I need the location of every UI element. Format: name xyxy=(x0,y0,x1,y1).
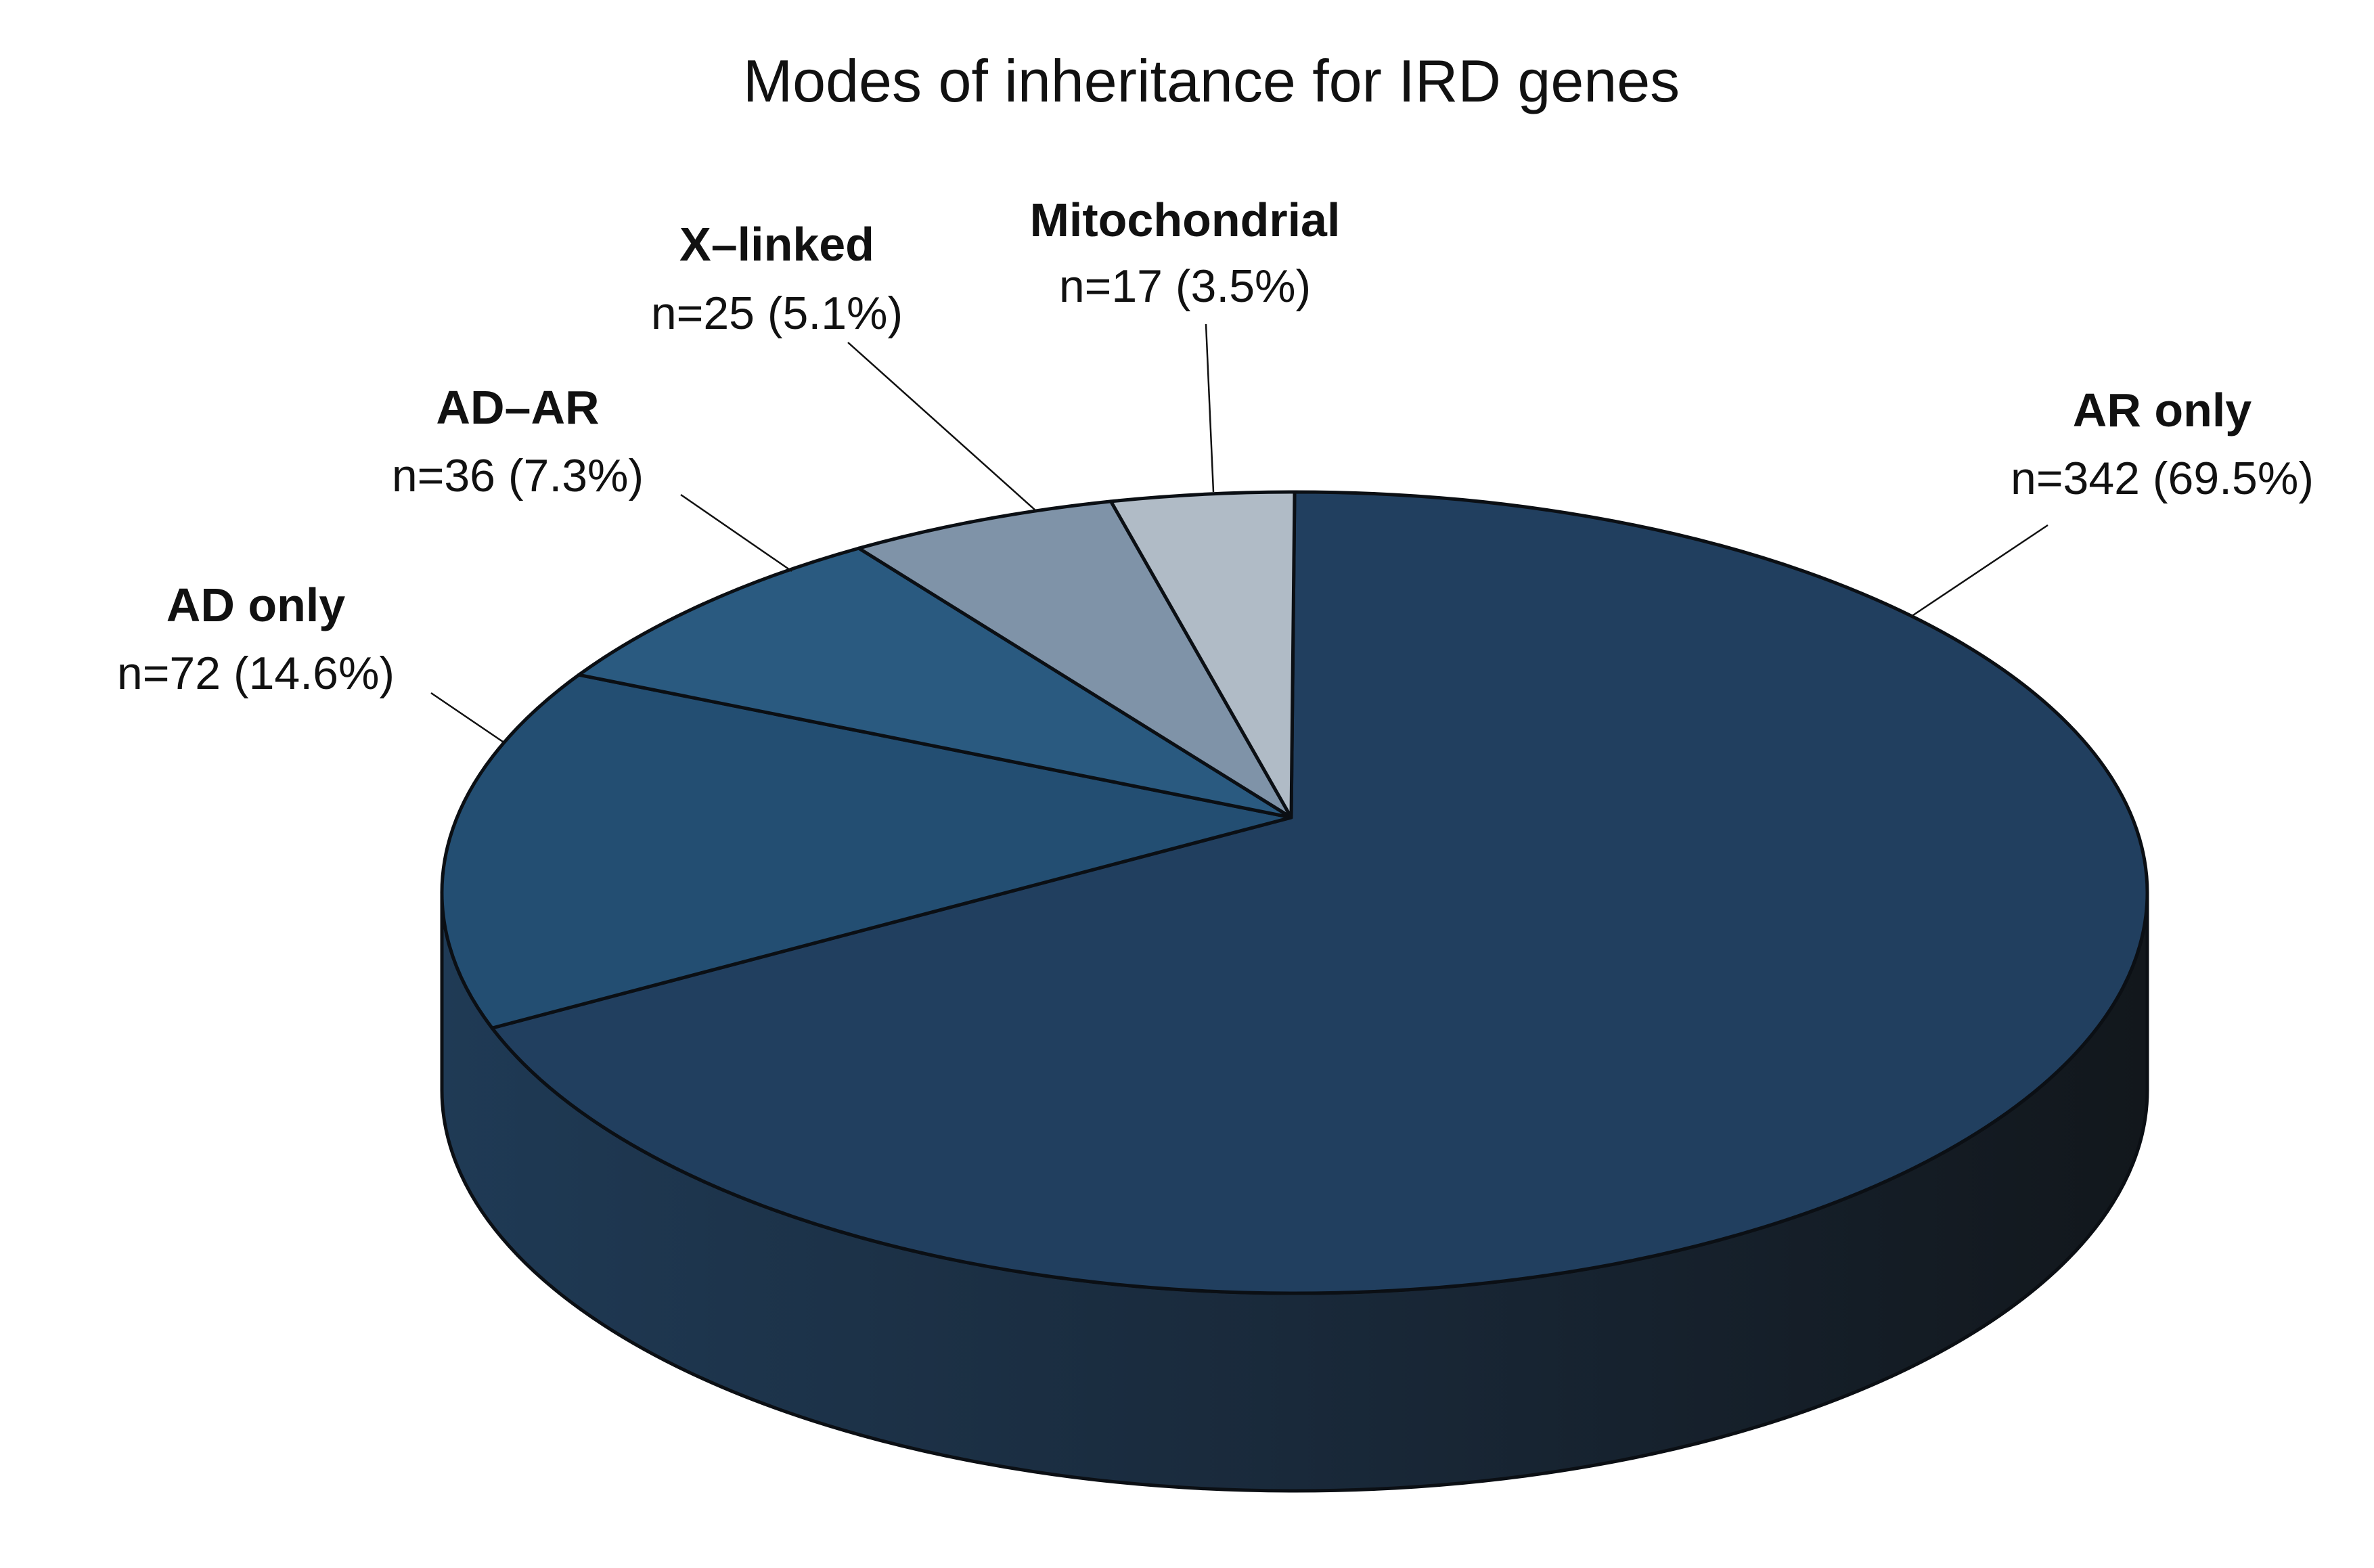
pie-slice-4 xyxy=(1109,490,1297,820)
slice-name-label: AR only xyxy=(2073,384,2252,436)
leader-line-1 xyxy=(430,692,503,743)
pie-slice-3 xyxy=(857,499,1293,820)
chart-title: Modes of inheritance for IRD genes xyxy=(743,47,1680,114)
slice-name-label: Mitochondrial xyxy=(1030,194,1341,246)
slice-name-label: AD only xyxy=(166,579,346,631)
pie-slice-2 xyxy=(577,546,1293,820)
slice-value-label: n=17 (3.5%) xyxy=(1059,261,1311,312)
slice-name-label: X–linked xyxy=(679,218,874,271)
pie-slice-1 xyxy=(440,673,1293,1030)
leader-line-2 xyxy=(680,493,792,573)
slice-name-label: AD–AR xyxy=(436,381,599,434)
leader-line-4 xyxy=(1205,323,1215,493)
slice-value-label: n=342 (69.5%) xyxy=(2011,453,2314,504)
slice-value-label: n=25 (5.1%) xyxy=(651,288,903,339)
pie-slice-0 xyxy=(490,490,2149,1295)
slice-value-label: n=36 (7.3%) xyxy=(392,450,644,501)
slice-value-label: n=72 (14.6%) xyxy=(117,648,395,699)
leader-line-0 xyxy=(1910,524,2048,618)
leader-line-3 xyxy=(847,342,1036,511)
